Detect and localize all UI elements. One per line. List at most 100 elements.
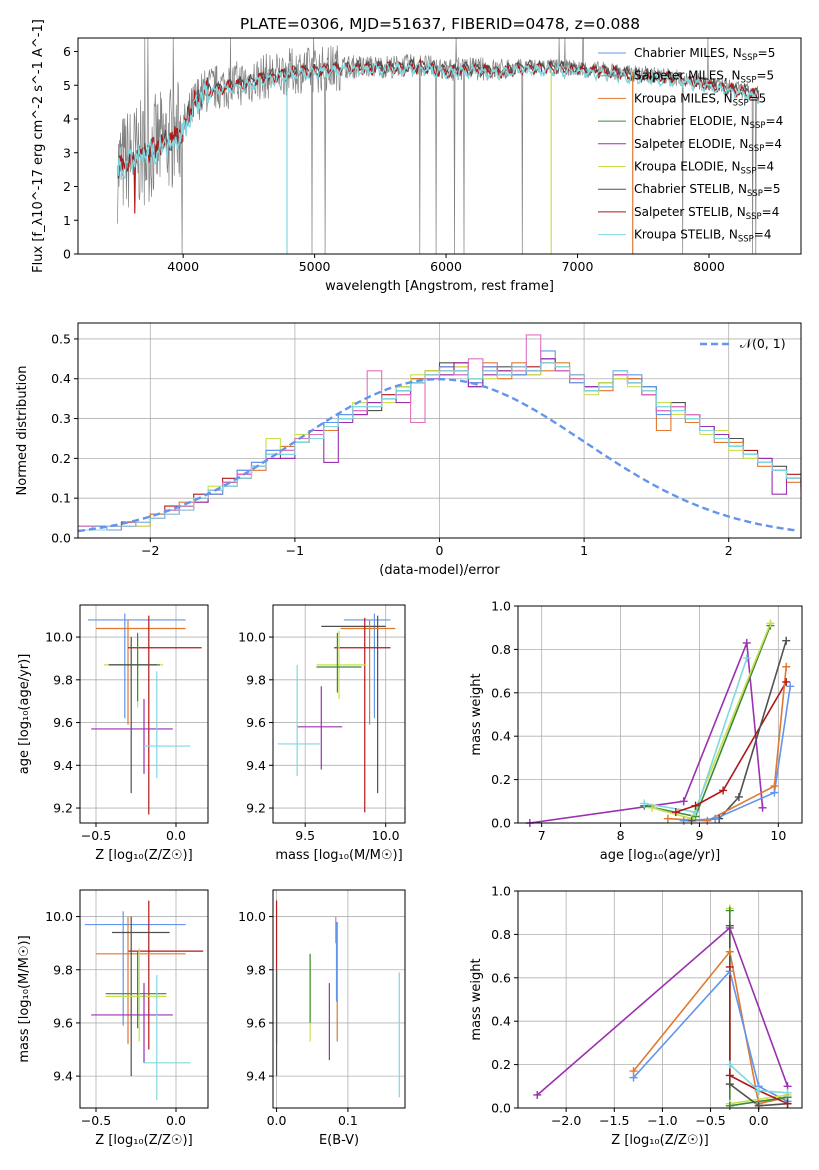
legend-label: Salpeter MILES, NSSP=5 <box>634 69 774 86</box>
y-tick-label: 0.6 <box>491 685 511 700</box>
plus-marker <box>725 1060 734 1069</box>
plus-marker <box>725 947 734 956</box>
y-tick-label: 9.6 <box>246 1015 266 1030</box>
plus-marker <box>783 1088 792 1097</box>
axes-frame <box>517 890 803 1109</box>
mass-weight-vs-age-panel: 7 8 9 10 0.0 0.2 0.4 0.6 0.8 1.0 age [log₁₀(age/yr… <box>469 599 803 863</box>
x-tick-label: 7000 <box>562 259 594 274</box>
mass-weight-series-line <box>644 625 772 818</box>
y-tick-label: 0.1 <box>51 491 71 506</box>
spectrum-plot-area <box>116 38 760 254</box>
y-tick-label: 9.2 <box>246 801 266 816</box>
plus-marker <box>533 1090 542 1099</box>
x-tick-label: 0 <box>436 543 444 558</box>
legend-label-sub: SSP <box>747 189 763 199</box>
legend-label-tail: =4 <box>764 137 782 151</box>
y-tick-label: 9.2 <box>53 801 73 816</box>
y-tick-label: 9.6 <box>53 1015 73 1030</box>
y-tick-label: 2 <box>63 179 71 194</box>
legend-label: Chabrier STELIB, NSSP=5 <box>634 182 781 199</box>
plus-marker <box>725 906 734 915</box>
plus-marker <box>663 814 672 823</box>
plus-marker <box>782 636 791 645</box>
x-tick-label: −0.5 <box>81 1113 111 1128</box>
y-axis-label: age [log₁₀(age/yr)] <box>17 654 32 775</box>
x-tick-label: 0.0 <box>749 1113 769 1128</box>
y-tick-label: 0.2 <box>491 1057 511 1072</box>
mass-weight-vs-age-plot-area <box>529 623 791 823</box>
axes-frame <box>272 889 406 1109</box>
normal-curve-line <box>78 378 799 533</box>
histogram-line <box>78 362 801 531</box>
legend-label-tail: =5 <box>758 46 776 60</box>
plus-marker <box>703 816 712 825</box>
legend-label-tail: =4 <box>766 114 784 128</box>
legend-label: Chabrier MILES, NSSP=5 <box>634 46 775 63</box>
y-tick-label: 0.0 <box>491 1101 511 1116</box>
legend-label-text: Chabrier STELIB, N <box>634 182 747 196</box>
legend-label-text: Kroupa MILES, N <box>634 91 733 105</box>
x-tick-label: −0.5 <box>81 828 111 843</box>
y-tick-label: 0.4 <box>51 371 71 386</box>
plus-marker <box>734 792 743 801</box>
y-axis-label: mass [log₁₀(M/M☉)] <box>17 935 32 1062</box>
x-tick-label: 6000 <box>430 259 462 274</box>
x-tick-label: 5000 <box>299 259 331 274</box>
x-tick-label: 10.0 <box>372 828 400 843</box>
x-tick-label: 9 <box>695 828 703 843</box>
plus-marker <box>640 799 649 808</box>
plus-marker <box>711 814 720 823</box>
y-tick-label: 9.8 <box>53 672 73 687</box>
x-tick-label: 8 <box>617 828 625 843</box>
observed-spectrum-line <box>117 38 760 254</box>
mass-weight-series-line <box>632 969 788 1103</box>
x-tick-label: 1 <box>580 543 588 558</box>
y-tick-label: 0.0 <box>491 816 511 831</box>
plus-marker <box>766 619 775 628</box>
y-tick-label: 0 <box>63 247 71 262</box>
y-tick-label: 9.4 <box>246 1069 266 1084</box>
y-tick-label: 9.4 <box>53 1069 73 1084</box>
mass-weight-vs-z-panel: −2.0 −1.5 −1.0 −0.5 0.0 0.0 0.2 0.4 0.6 0.8 1.0 Z [… <box>469 884 803 1148</box>
histogram-line <box>78 362 801 531</box>
histogram-line <box>78 334 801 531</box>
legend-label-text: Salpeter MILES, N <box>634 69 741 83</box>
y-tick-label: 6 <box>63 44 71 59</box>
x-axis-label: Z [log₁₀(Z/Z☉)] <box>611 1133 708 1148</box>
legend-label-sub: SSP <box>750 121 766 131</box>
x-axis-label: Z [log₁₀(Z/Z☉)] <box>95 1133 192 1148</box>
mass-weight-series-line <box>729 967 788 1105</box>
y-tick-label: 0.4 <box>491 1014 511 1029</box>
y-tick-label: 5 <box>63 78 71 93</box>
plus-marker <box>648 803 657 812</box>
legend-label-tail: =5 <box>756 69 774 83</box>
legend-label-tail: =5 <box>749 91 767 105</box>
mass-vs-z-plot-area <box>84 900 204 1101</box>
legend-label-sub: SSP <box>742 53 758 63</box>
y-tick-label: 10.0 <box>238 909 266 924</box>
plus-marker <box>679 797 688 806</box>
histogram-line <box>78 362 801 531</box>
spectrum-panel: 4000 5000 6000 7000 8000 0 1 2 3 4 5 6 wavelength [A… <box>31 19 802 294</box>
mass-weight-series-line <box>651 623 772 820</box>
plus-marker <box>725 1071 734 1080</box>
y-tick-label: 0.2 <box>51 451 71 466</box>
legend-label-tail: =5 <box>763 182 781 196</box>
y-tick-label: 9.4 <box>53 758 73 773</box>
y-tick-label: 0.8 <box>491 642 511 657</box>
x-tick-label: −1.0 <box>647 1113 677 1128</box>
plus-marker <box>742 638 751 647</box>
x-axis-label: mass [log₁₀(M/M☉)] <box>275 848 402 863</box>
y-tick-label: 9.8 <box>246 672 266 687</box>
x-tick-label: 0.0 <box>267 1113 287 1128</box>
x-tick-label: 8000 <box>693 259 725 274</box>
y-axis-label: mass weight <box>469 673 484 755</box>
y-tick-label: 10.0 <box>238 630 266 645</box>
legend-label: Kroupa STELIB, NSSP=4 <box>634 228 772 245</box>
histogram-line <box>78 358 801 531</box>
figure-title: PLATE=0306, MJD=51637, FIBERID=0478, z=0… <box>240 15 640 33</box>
plus-marker <box>782 662 791 671</box>
y-tick-label: 0.2 <box>491 772 511 787</box>
plots-layer: 4000 5000 6000 7000 8000 0 1 2 3 4 5 6 wavelength [A… <box>15 19 803 1148</box>
